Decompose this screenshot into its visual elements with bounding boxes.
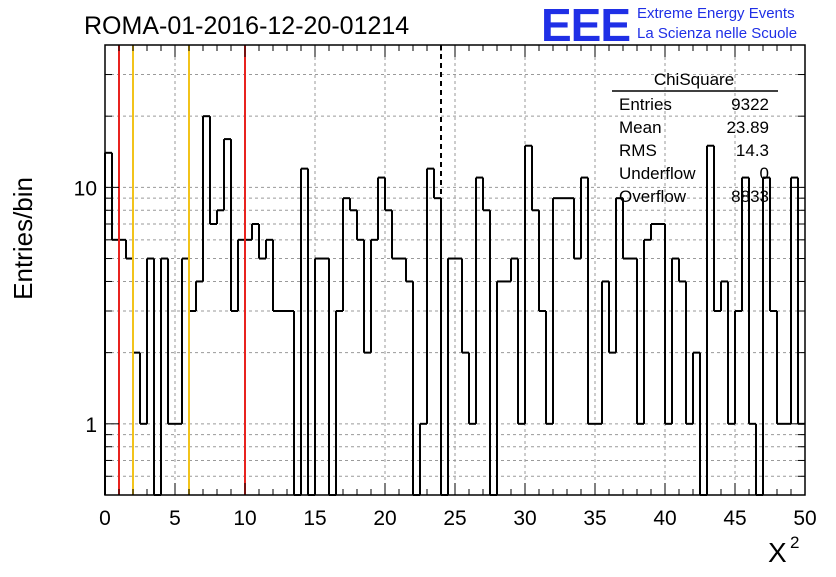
x-tick-label: 5	[169, 507, 181, 530]
x-axis-label: X 2	[768, 533, 799, 568]
x-tick-label: 15	[303, 507, 326, 530]
x-tick-label: 20	[373, 507, 396, 530]
stats-box: ChiSquare Entries 9322 Mean 23.89 RMS 14…	[612, 70, 778, 206]
x-tick-label: 30	[513, 507, 536, 530]
eee-logo-mark: EEE	[541, 0, 630, 51]
x-tick-label: 40	[653, 507, 676, 530]
stats-underflow-label: Underflow	[619, 164, 696, 183]
stats-rms-label: RMS	[619, 141, 657, 160]
x-tick-label: 0	[99, 507, 111, 530]
x-tick-label: 35	[583, 507, 606, 530]
marker-lines	[118, 45, 442, 495]
chart-title: ROMA-01-2016-12-20-01214	[84, 12, 409, 40]
x-tick-label: 50	[793, 507, 816, 530]
stats-entries-value: 9322	[731, 95, 769, 114]
stats-box-title: ChiSquare	[654, 70, 734, 89]
stats-overflow-label: Overflow	[619, 187, 687, 206]
y-axis-label: Entries/bin	[8, 177, 38, 300]
x-axis-label-main: X	[768, 537, 787, 568]
eee-logo: EEE Extreme Energy Events La Scienza nel…	[541, 0, 797, 51]
x-axis-label-superscript: 2	[790, 533, 799, 552]
axes: 0 5 10 15 20 25 30 35 40 45 50 1 10	[74, 44, 817, 530]
stats-underflow-value: 0	[760, 164, 769, 183]
x-tick-label: 45	[723, 507, 746, 530]
eee-logo-line2: La Scienza nelle Scuole	[637, 25, 797, 42]
x-tick-label: 25	[443, 507, 466, 530]
stats-mean-value: 23.89	[726, 118, 769, 137]
stats-entries-label: Entries	[619, 95, 672, 114]
y-tick-label: 1	[85, 414, 97, 437]
stats-overflow-value: 8833	[731, 187, 769, 206]
x-tick-label: 10	[233, 507, 256, 530]
eee-logo-line1: Extreme Energy Events	[637, 5, 795, 22]
y-tick-label: 10	[74, 177, 97, 200]
stats-rms-value: 14.3	[736, 141, 769, 160]
stats-mean-label: Mean	[619, 118, 662, 137]
